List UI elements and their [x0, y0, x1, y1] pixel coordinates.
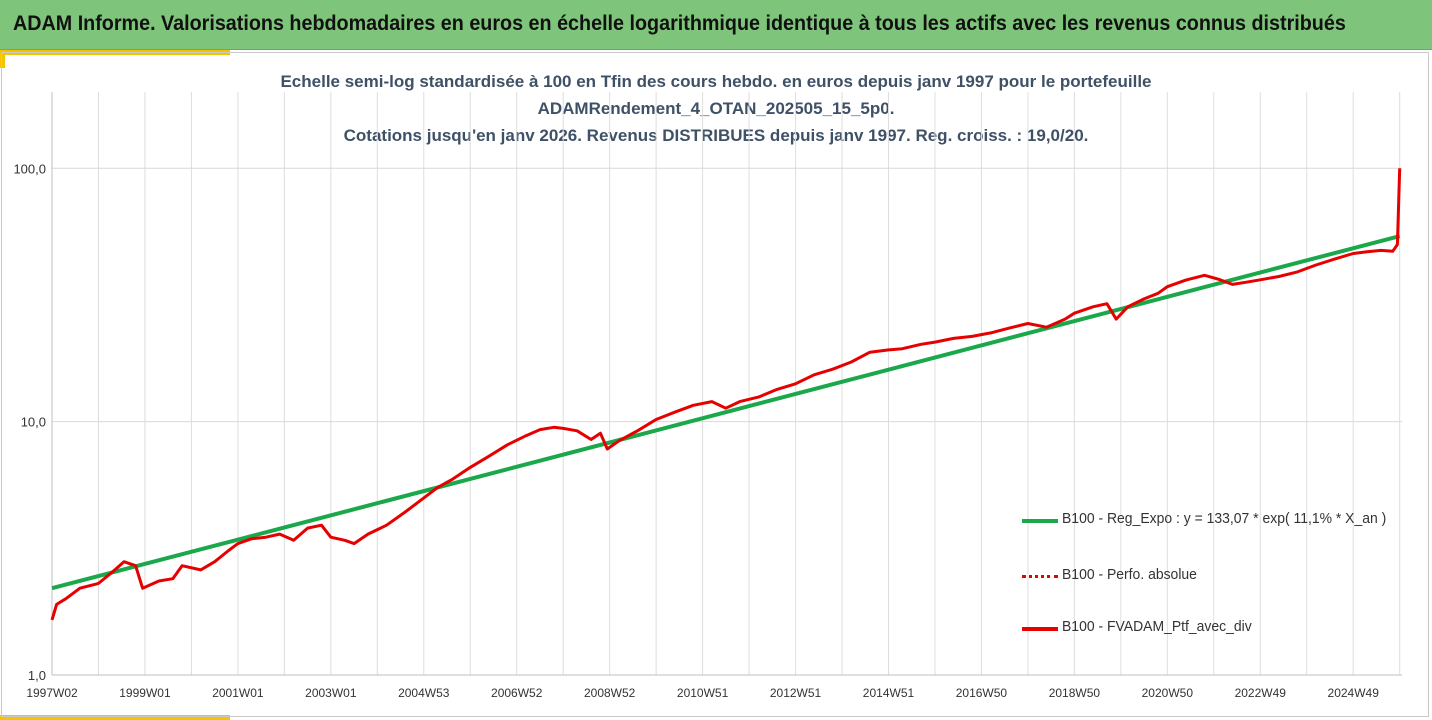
x-tick-label: 2020W50: [1142, 686, 1194, 700]
x-tick-label: 2016W50: [956, 686, 1008, 700]
header-banner: ADAM Informe. Valorisations hebdomadaire…: [0, 0, 1432, 50]
x-tick-label: 2014W51: [863, 686, 915, 700]
x-tick-label: 2018W50: [1049, 686, 1101, 700]
x-tick-label: 2012W51: [770, 686, 822, 700]
series-line-2: [50, 168, 1402, 621]
legend-swatch-dotted-red-line: [1022, 575, 1058, 578]
legend-swatch-red-line: [1022, 627, 1058, 631]
chart-title-line-1: Echelle semi-log standardisée à 100 en T…: [280, 72, 1152, 91]
series-line-0: [51, 234, 1401, 591]
accent-bar-left: [0, 50, 5, 68]
x-tick-label: 2022W49: [1235, 686, 1287, 700]
y-tick-label: 1,0: [28, 668, 46, 683]
legend-label-regression: B100 - Reg_Expo : y = 133,07 * exp( 11,1…: [1062, 510, 1387, 527]
x-tick-label: 2024W49: [1328, 686, 1380, 700]
legend-swatch-green-line: [1022, 519, 1058, 523]
legend-label-perfo-absolue: B100 - Perfo. absolue: [1062, 566, 1197, 583]
y-tick-label: 10,0: [21, 415, 46, 430]
legend-label-portfolio: B100 - FVADAM_Ptf_avec_div: [1062, 618, 1252, 635]
x-tick-label: 1999W01: [119, 686, 171, 700]
x-tick-label: 2003W01: [305, 686, 357, 700]
x-tick-label: 1997W02: [26, 686, 78, 700]
x-tick-label: 2008W52: [584, 686, 636, 700]
x-tick-label: 2006W52: [491, 686, 543, 700]
page-title: ADAM Informe. Valorisations hebdomadaire…: [13, 12, 1346, 35]
chart-frame: [1, 52, 1429, 717]
y-tick-label: 100,0: [13, 161, 46, 176]
legend-item-portfolio: B100 - FVADAM_Ptf_avec_div: [1022, 616, 1422, 640]
x-tick-label: 2004W53: [398, 686, 450, 700]
chart-title-line-3: Cotations jusqu'en janv 2026. Revenus DI…: [343, 126, 1089, 145]
chart-title-line-2: ADAMRendement_4_OTAN_202505_15_5p0.: [537, 99, 895, 118]
x-tick-label: 2001W01: [212, 686, 264, 700]
accent-bar-bottom: [0, 715, 230, 720]
legend-item-perfo-absolue: B100 - Perfo. absolue: [1022, 564, 1422, 588]
legend-item-regression: B100 - Reg_Expo : y = 133,07 * exp( 11,1…: [1022, 508, 1422, 532]
x-tick-label: 2010W51: [677, 686, 729, 700]
